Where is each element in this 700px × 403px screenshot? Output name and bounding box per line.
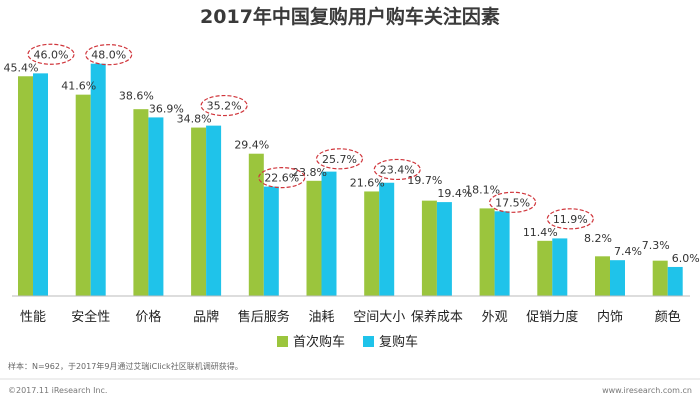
value-label-first-purchase: 45.4% — [4, 61, 39, 74]
highlight-ring — [373, 158, 421, 181]
value-label-repurchase: 6.0% — [672, 252, 700, 265]
footer-copyright: ©2017.11 iResearch Inc. — [8, 386, 107, 395]
value-label-repurchase: 23.4% — [380, 163, 415, 176]
bar-repurchase — [148, 117, 164, 297]
highlight-ring — [85, 44, 133, 66]
value-label-first-purchase: 19.7% — [407, 174, 442, 187]
category-label: 性能 — [20, 310, 46, 325]
bar-first-purchase — [479, 208, 495, 296]
bar-first-purchase — [18, 76, 33, 296]
bar-repurchase — [321, 171, 337, 296]
value-label-first-purchase: 7.3% — [642, 239, 670, 252]
value-label-first-purchase: 41.6% — [61, 80, 96, 93]
bar-repurchase — [552, 238, 568, 296]
bar-first-purchase — [537, 240, 553, 296]
value-label-first-purchase: 18.1% — [465, 183, 500, 196]
bar-repurchase — [90, 63, 106, 297]
category-label: 售后服务 — [238, 309, 290, 325]
bar-group — [18, 63, 683, 297]
highlight-ring — [546, 208, 594, 230]
category-label: 价格 — [135, 309, 161, 325]
value-label-repurchase: 35.2% — [207, 100, 242, 113]
bar-first-purchase — [306, 180, 322, 296]
category-label: 品牌 — [193, 309, 219, 325]
bar-repurchase — [436, 202, 452, 296]
value-label-first-purchase: 29.4% — [234, 139, 269, 152]
legend-label-repurchase: 复购车 — [379, 334, 418, 350]
category-label: 促销力度 — [526, 309, 578, 325]
value-label-repurchase: 46.0% — [34, 48, 69, 61]
bar-repurchase — [379, 182, 395, 296]
bar-first-purchase — [595, 256, 610, 296]
value-label-repurchase: 7.4% — [614, 245, 642, 258]
legend: 首次购车 复购车 — [277, 334, 418, 350]
category-label-group: 性能 安全性 价格 品牌 售后服务 油耗 空间大小 保养成本 外观 促销力度 内饰 颜色 — [20, 309, 681, 325]
category-label: 内饰 — [597, 309, 623, 325]
bar-first-purchase — [75, 94, 91, 296]
value-label-first-purchase: 8.2% — [584, 232, 612, 245]
bar-first-purchase — [133, 109, 149, 297]
highlight-ring — [258, 167, 306, 189]
value-label-first-purchase: 21.6% — [350, 176, 385, 189]
bar-repurchase — [494, 211, 510, 296]
highlight-ring — [27, 43, 75, 65]
bar-first-purchase — [652, 260, 668, 296]
value-label-repurchase: 17.5% — [495, 196, 530, 209]
highlight-ring-group — [27, 43, 594, 230]
sample-note: 样本：N=962，于2017年9月通过艾瑞iClick社区联机调研获得。 — [8, 361, 243, 371]
value-label-repurchase: 19.4% — [437, 187, 472, 200]
value-label-repurchase: 22.6% — [264, 172, 299, 185]
bar-repurchase — [667, 266, 683, 296]
bar-first-purchase — [248, 153, 264, 296]
value-label-repurchase: 48.0% — [91, 49, 126, 62]
category-label: 空间大小 — [353, 310, 405, 325]
chart-title: 2017年中国复购用户购车关注因素 — [200, 5, 500, 28]
category-label: 油耗 — [308, 310, 334, 325]
bar-first-purchase — [364, 191, 380, 296]
value-label-repurchase: 36.9% — [149, 102, 184, 115]
value-label-group: 45.4%46.0% 41.6% 48.0% 38.6%36.9%34.8%35.2%… — [4, 48, 700, 265]
value-label-first-purchase: 38.6% — [119, 89, 154, 102]
bar-repurchase — [263, 186, 279, 296]
legend-label-first-purchase: 首次购车 — [293, 334, 345, 350]
value-label-repurchase: 11.9% — [553, 213, 588, 226]
value-label-repurchase: 25.7% — [322, 153, 357, 166]
highlight-ring — [315, 148, 364, 170]
bar-first-purchase — [191, 127, 207, 297]
bar-repurchase — [206, 125, 222, 297]
category-label: 保养成本 — [411, 309, 463, 325]
bar-repurchase — [33, 73, 48, 296]
value-label-first-purchase: 11.4% — [523, 226, 558, 239]
value-label-first-purchase: 23.8% — [292, 166, 327, 179]
category-label: 颜色 — [655, 309, 681, 325]
category-label: 安全性 — [71, 309, 110, 325]
legend-swatch-repurchase — [363, 336, 374, 347]
footer-website: www.iresearch.com.cn — [602, 386, 692, 395]
highlight-ring — [200, 94, 248, 117]
category-label: 外观 — [482, 310, 508, 325]
highlight-ring — [488, 191, 537, 213]
bar-repurchase — [610, 260, 625, 296]
value-label-first-purchase: 34.8% — [177, 113, 212, 126]
bar-first-purchase — [421, 200, 437, 296]
legend-swatch-first-purchase — [277, 336, 288, 347]
